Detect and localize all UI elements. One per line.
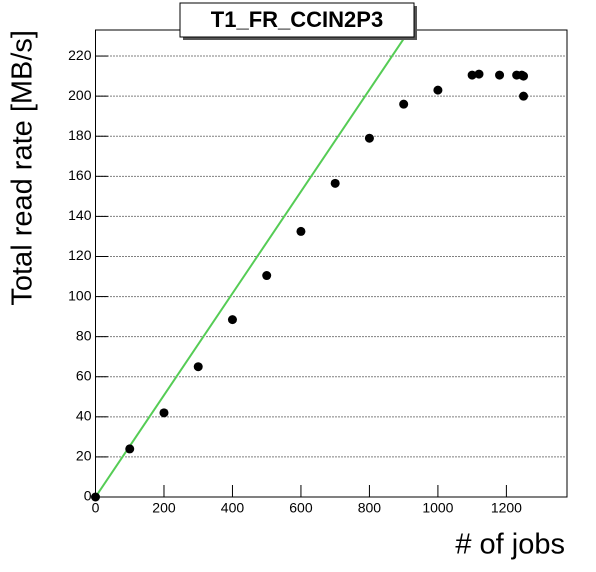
plot-area: 0 20 40 60 80 100 120 140 160 180 200 220 0 200 400 600… — [68, 29, 568, 516]
data-point — [495, 70, 505, 80]
data-point — [91, 492, 100, 502]
data-point — [519, 91, 529, 101]
title-box — [179, 2, 415, 38]
data-point — [364, 133, 374, 143]
y-tick-label: 180 — [68, 127, 92, 143]
y-tick-label: 60 — [76, 367, 92, 383]
y-tick-label: 200 — [68, 87, 92, 103]
plot-frame — [95, 29, 568, 498]
y-tick-label: 20 — [76, 448, 92, 464]
y-tick-label: 80 — [76, 327, 92, 343]
y-axis-label: Total read rate [MB/s] — [7, 30, 39, 306]
data-point — [330, 178, 340, 188]
x-tick-label: 1200 — [491, 500, 522, 516]
data-point — [193, 362, 203, 372]
data-point — [433, 85, 443, 95]
data-point — [296, 226, 306, 236]
x-tick-label: 0 — [92, 500, 100, 516]
data-point — [474, 69, 484, 79]
y-tick-label: 120 — [68, 247, 92, 263]
x-tick-label: 1000 — [422, 500, 453, 516]
data-point — [262, 271, 272, 281]
x-tick-label: 600 — [289, 500, 313, 516]
data-point — [467, 70, 477, 80]
y-tick-label: 100 — [68, 287, 92, 303]
y-tick-label: 40 — [76, 408, 92, 424]
data-point — [519, 71, 529, 81]
chart-title: T1_FR_CCIN2P3 — [211, 7, 383, 32]
x-tick-label: 800 — [358, 500, 382, 516]
data-point — [399, 99, 409, 109]
x-tick-label: 400 — [221, 500, 245, 516]
fit-line — [95, 30, 411, 497]
data-point — [227, 315, 237, 325]
data-point — [125, 444, 135, 454]
x-axis-label: # of jobs — [455, 529, 565, 561]
data-point — [159, 408, 169, 418]
y-tick-label: 140 — [68, 207, 92, 223]
y-tick-label: 220 — [68, 47, 92, 63]
fit-group — [95, 30, 411, 497]
x-tick-label: 200 — [152, 500, 176, 516]
y-tick-label: 160 — [68, 167, 92, 183]
y-tick-label: 0 — [84, 488, 92, 504]
